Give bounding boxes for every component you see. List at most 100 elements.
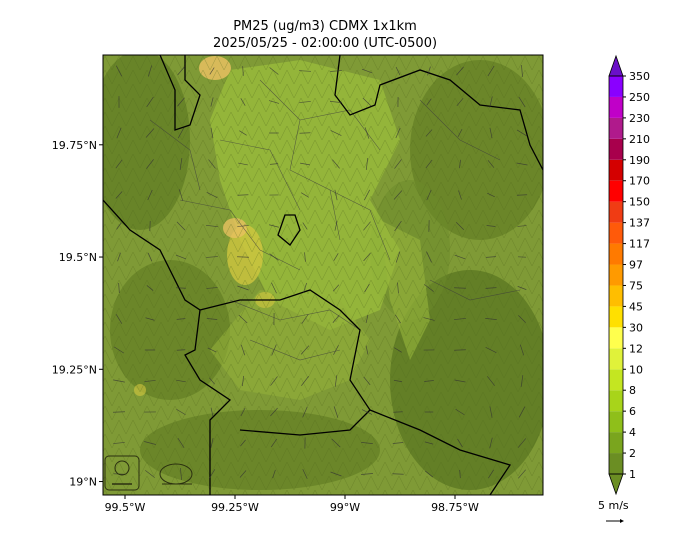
wind-arrow [271,344,277,356]
wind-arrow [238,314,248,324]
wind-arrow [146,159,154,169]
latitude-tick-labels: 19.75°N 19.5°N 19.25°N 19°N [52,139,103,489]
wind-arrow [454,349,466,351]
wind-arrow [145,128,155,138]
wind-arrow [365,345,369,355]
wind-arrow [145,470,155,478]
wind-arrow [332,284,340,292]
wind-arrow [456,97,464,107]
wind-arrow [208,159,216,169]
colorbar-segment [609,411,623,433]
wind-arrow [394,159,402,169]
colorbar-segment [609,201,623,223]
wind-arrow [304,252,306,262]
wind-arrow [334,221,338,231]
colorbar-segment [609,432,623,454]
wind-arrow [208,469,216,479]
wind-arrow [145,317,155,321]
wind-arrow [485,347,497,353]
colorbar-level-label: 170 [629,175,650,188]
wind-arrow [487,376,495,386]
colorbar-level-label: 4 [629,426,636,439]
colorbar-level-label: 8 [629,384,636,397]
wind-arrow [207,347,217,353]
wind-arrow [176,379,186,383]
colorbar-segment [609,264,623,286]
colorbar: 1246810123045759711713715017019021023025… [608,54,650,496]
wind-arrow [180,468,182,480]
wind-arrow [300,162,310,166]
wind-arrow [458,190,462,200]
agency-logo [159,463,193,485]
wind-arrow [147,65,153,77]
wind-arrow [177,97,185,107]
wind-arrow [454,254,466,260]
state-boundaries [103,55,543,495]
wind-arrow [517,438,527,448]
wind-arrow [459,159,461,169]
wind-arrow [301,314,309,324]
wind-arrow [299,132,311,134]
wind-arrow [270,438,278,448]
colorbar-level-label: 30 [629,321,643,334]
wind-arrow [365,314,369,324]
colorbar-level-label: 250 [629,91,650,104]
wind-arrow [392,473,404,475]
wind-arrow [175,254,187,260]
lon-tick-label: 99.5°W [105,501,146,514]
wind-arrow [239,470,247,478]
wind-arrow [176,408,186,416]
longitude-tick-labels: 99.5°W 99.25°W 99°W 98.75°W [105,495,479,514]
colorbar-extend-high [608,54,624,77]
wind-arrow [363,221,371,231]
map-frame [102,54,544,496]
colorbar-segment [609,96,623,118]
wind-arrow [361,409,373,415]
colorbar-level-label: 97 [629,259,643,272]
municipal-boundaries [149,79,521,361]
wind-arrow [209,377,215,385]
wind-arrow [517,469,527,479]
wind-arrow [518,96,526,108]
wind-arrow [118,282,120,294]
wind-arrow [486,256,496,258]
wind-arrow [363,189,371,201]
wind-arrow [393,379,403,383]
wind-arrow [178,189,184,201]
wind-arrow [425,159,433,169]
colorbar-level-label: 190 [629,154,650,167]
wind-arrow [268,224,280,228]
wind-arrow [242,66,244,76]
wind-arrow [179,158,183,170]
wind-arrow [486,225,496,227]
wind-arrow [394,347,402,353]
wind-arrow [329,101,343,103]
wind-arrow [454,287,466,289]
wind-arrow [177,438,185,448]
wind-arrow [392,442,404,444]
wind-arrow [518,315,526,323]
colorbar-level-label: 350 [629,70,650,83]
lat-tick-label: 19°N [69,476,97,489]
wind-arrow [113,442,125,444]
wind-key-label: 5 m/s [598,499,629,512]
colorbar-segment [609,348,623,370]
wind-arrow [303,282,307,294]
wind-arrow [210,127,214,139]
wind-arrow [330,70,342,72]
wind-arrow [115,65,123,77]
wind-arrow [424,470,434,478]
wind-arrow [487,65,495,77]
wind-arrow [333,345,339,355]
wind-arrow [333,406,339,418]
wind-arrow [115,314,123,324]
wind-arrow [454,379,466,383]
wind-arrow [485,318,497,320]
wind-arrow [206,192,218,198]
wind-key-arrow [606,519,624,523]
wind-arrow [517,225,527,227]
wind-arrow [426,98,432,106]
wind-arrow [455,408,465,416]
wind-arrow [301,192,309,198]
wind-arrow [330,130,342,136]
